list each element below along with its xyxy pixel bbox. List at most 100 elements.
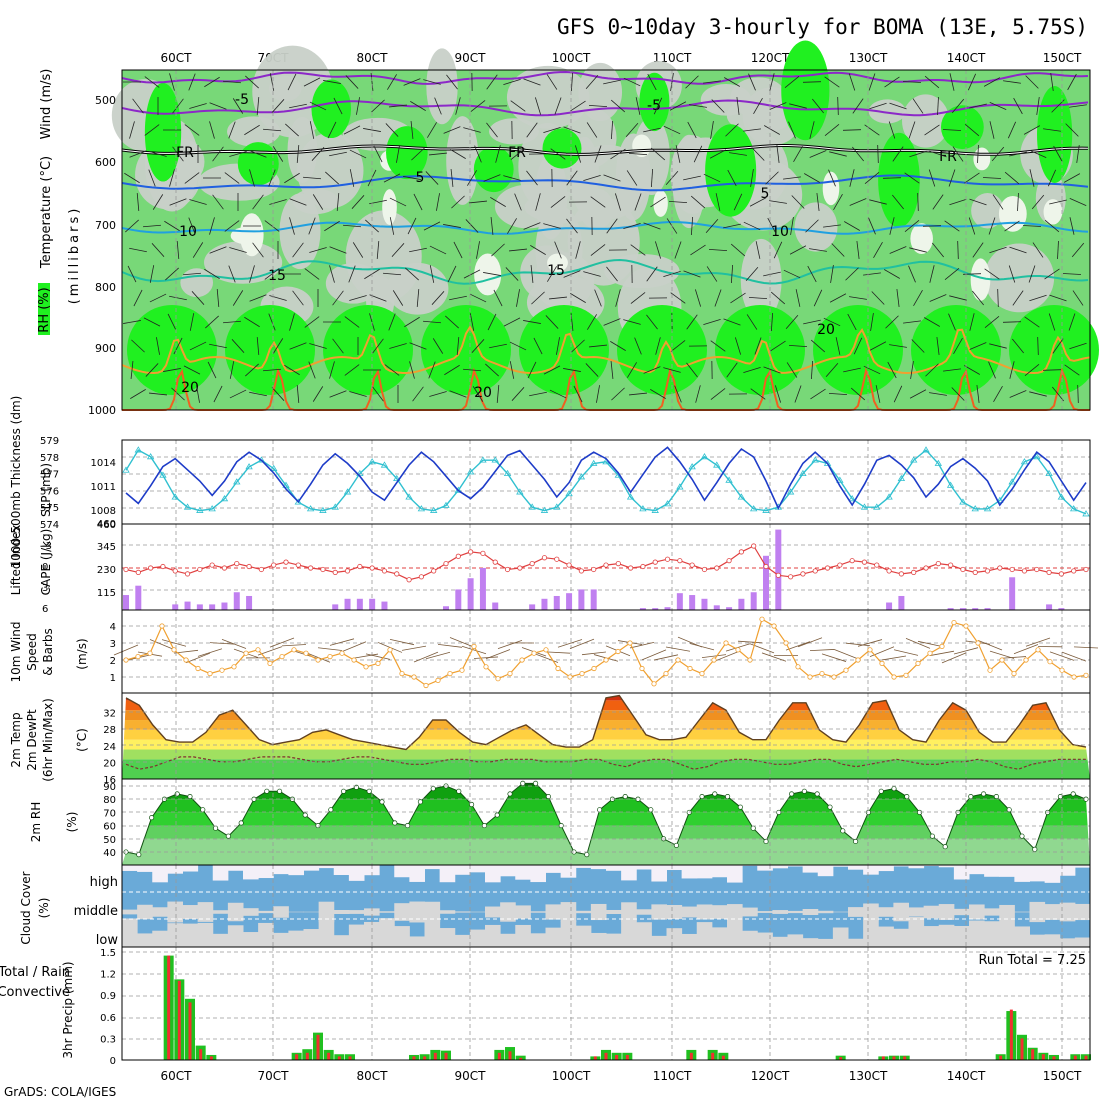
wind-barb — [289, 103, 307, 109]
temp-tick: 16 — [103, 775, 116, 786]
lifted-index-point — [197, 566, 203, 573]
precip-convective-bar — [508, 1051, 512, 1060]
cloud-middle-cell — [227, 902, 244, 922]
lifted-index-point — [628, 565, 634, 571]
wind-barb — [1024, 364, 1040, 376]
wind-barb — [563, 126, 581, 134]
wind-barb — [566, 218, 578, 234]
rh-moist-patch — [386, 126, 428, 180]
precip-convective-bar — [295, 1054, 299, 1060]
wind-barb — [909, 247, 927, 253]
wind-barb — [209, 246, 227, 254]
wind-speed-point — [399, 670, 405, 677]
wind-barb — [949, 198, 967, 206]
wind-tick: 4 — [110, 622, 116, 633]
cape-top-tick: 460 — [97, 520, 116, 531]
wind-barb — [805, 219, 819, 233]
thickness-point — [442, 501, 450, 508]
wind-barb — [769, 102, 787, 110]
temperature-legend-label: Temperature (°C) — [39, 156, 54, 269]
wind-barb — [654, 241, 662, 259]
wind-barb-10m — [1025, 637, 1051, 647]
wind-barb — [382, 272, 402, 276]
wind-speed-point — [591, 665, 597, 672]
lifted-index-tick: -3 — [42, 541, 52, 552]
rh-dry-patch — [426, 48, 458, 125]
cloud-middle-cell — [545, 904, 562, 920]
precip-convective-bar — [1020, 1038, 1024, 1060]
wind-barb — [989, 246, 1007, 254]
wind-speed-point — [135, 653, 141, 660]
lifted-index-point — [652, 559, 658, 565]
wind-barb — [882, 177, 902, 179]
wind-barb — [209, 217, 215, 235]
cloud-high-cell — [167, 865, 183, 874]
cape-bar — [639, 608, 646, 610]
lifted-index-point — [591, 566, 597, 573]
wind-barb — [534, 97, 542, 115]
rh2m-point — [814, 791, 820, 797]
thickness-point — [700, 453, 709, 460]
wind-barb — [685, 75, 699, 89]
top-x-tick: 150CT — [1043, 51, 1082, 65]
contour-label: 5 — [416, 170, 425, 186]
wind-barb — [332, 290, 344, 306]
wind-barb — [606, 218, 618, 234]
wind-barb — [1069, 104, 1087, 108]
cloud-low-cell — [651, 935, 667, 947]
wind-barb — [124, 172, 140, 184]
wind-barb — [590, 244, 606, 256]
wind-barb — [586, 122, 598, 138]
wind-barb-10m — [473, 656, 499, 659]
cloud-high-cell — [999, 865, 1015, 877]
wind-barb — [292, 242, 304, 258]
cloud-high-cell — [1014, 865, 1030, 882]
cloud-low-cell — [439, 928, 456, 947]
lifted-index-point — [837, 562, 843, 568]
wind-barb — [730, 243, 746, 257]
rh2m-point — [622, 794, 628, 800]
cloud-low-cell — [333, 935, 350, 947]
cape-bar — [676, 593, 683, 610]
cloud-high-cell — [152, 865, 168, 883]
thickness-point — [331, 503, 339, 510]
wind-barb — [296, 144, 300, 164]
wind-barb-10m — [557, 639, 583, 648]
temp-series — [125, 694, 1087, 751]
cloud-middle-cell — [817, 910, 834, 914]
cloud-low-cell — [137, 933, 153, 947]
wind-barb — [932, 242, 944, 258]
thickness-point — [626, 493, 635, 500]
cape-bar — [750, 592, 757, 610]
rh2m-point — [264, 788, 270, 794]
wind-barb — [1063, 173, 1081, 183]
wind-speed-point — [627, 640, 633, 646]
wind-barb-10m — [989, 650, 1015, 659]
wind-barb — [449, 295, 467, 301]
wind-barb — [917, 192, 919, 212]
wind-barb — [264, 268, 280, 280]
cloud-low-cell — [318, 918, 335, 947]
wind-barb — [563, 270, 581, 278]
wind-barb — [563, 368, 581, 372]
cloud-high-cell — [666, 865, 683, 871]
thickness-point — [429, 506, 438, 513]
wind-barb — [723, 318, 741, 326]
cloud-low-cell — [848, 938, 864, 947]
wind-barb — [289, 342, 307, 350]
rh-dry-patch — [204, 241, 283, 284]
cloud-high-cell — [273, 865, 289, 875]
wind-barb-10m — [1001, 656, 1027, 659]
cloud-middle-cell — [258, 910, 274, 914]
rh2m-point — [430, 786, 436, 792]
thickness-point — [1069, 505, 1078, 512]
wind-barb — [309, 247, 327, 253]
wind-barb — [967, 73, 977, 91]
cloud-low-cell — [938, 924, 955, 947]
wind-speed-point — [339, 650, 345, 656]
wind-barb-10m — [929, 650, 955, 656]
wind-barb — [228, 121, 236, 139]
lifted-index-point — [381, 568, 388, 574]
wind-barb — [1029, 169, 1035, 187]
wind-barb — [733, 193, 743, 211]
